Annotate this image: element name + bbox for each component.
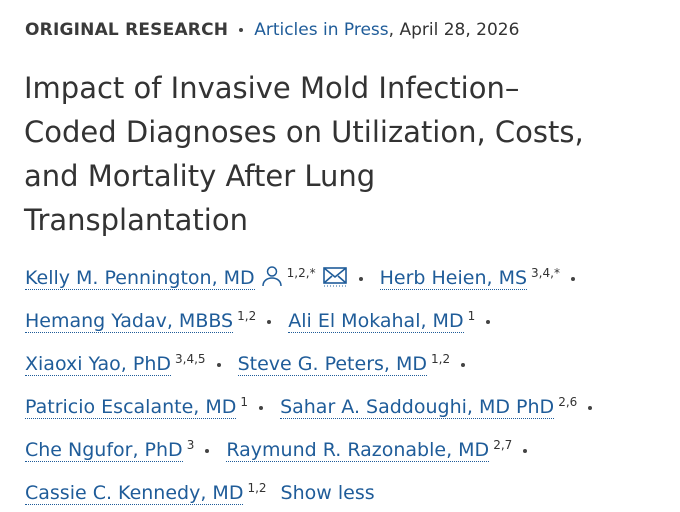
separator-dot	[523, 448, 528, 453]
author: Xiaoxi Yao, PhD 3,4,5	[25, 352, 232, 376]
separator-dot	[588, 405, 593, 410]
author-name[interactable]: Sahar A. Saddoughi, MD PhD	[280, 396, 555, 419]
author: Kelly M. Pennington, MD 1,2,*	[25, 265, 374, 290]
separator-dot	[461, 362, 466, 367]
affiliation: 2,7	[493, 438, 513, 452]
author: Herb Heien, MS 3,4,*	[379, 266, 586, 290]
author-name[interactable]: Xiaoxi Yao, PhD	[25, 353, 172, 376]
author-name[interactable]: Patricio Escalante, MD	[25, 396, 237, 419]
section-label: ORIGINAL RESEARCH	[25, 20, 229, 40]
affiliation: 3,4,5	[175, 352, 206, 366]
affiliation: 1,2	[431, 352, 451, 366]
profile-icon[interactable]	[261, 265, 283, 287]
separator-dot	[358, 276, 363, 281]
article-header: ORIGINAL RESEARCH Articles in Press, Apri…	[25, 20, 519, 40]
affiliation: 1	[240, 395, 249, 409]
affiliation: 3	[186, 438, 195, 452]
email-icon[interactable]	[322, 265, 348, 287]
author-name[interactable]: Cassie C. Kennedy, MD	[25, 482, 244, 505]
separator-dot	[486, 319, 491, 324]
title-line: and Mortality After Lung	[24, 159, 376, 193]
issue-link[interactable]: Articles in Press	[254, 20, 389, 40]
author: Steve G. Peters, MD 1,2	[237, 352, 477, 376]
affiliation: 3,4,*	[531, 266, 560, 280]
author: Patricio Escalante, MD 1	[25, 395, 274, 419]
author-name[interactable]: Herb Heien, MS	[379, 267, 528, 290]
title-line: Coded Diagnoses on Utilization, Costs,	[24, 115, 584, 149]
date: April 28, 2026	[399, 20, 520, 40]
title-line: Impact of Invasive Mold Infection–	[24, 71, 520, 105]
article-title: Impact of Invasive Mold Infection– Coded …	[24, 66, 584, 242]
separator-dot	[570, 276, 575, 281]
affiliation: 1	[467, 309, 476, 323]
author-name[interactable]: Raymund R. Razonable, MD	[226, 439, 490, 462]
show-less-toggle[interactable]: Show less	[280, 482, 375, 504]
author-name[interactable]: Steve G. Peters, MD	[237, 353, 428, 376]
author-name[interactable]: Hemang Yadav, MBBS	[25, 310, 234, 333]
author-name[interactable]: Kelly M. Pennington, MD	[25, 267, 255, 290]
date-separator: ,	[388, 20, 395, 40]
separator-dot	[216, 362, 221, 367]
author: Raymund R. Razonable, MD 2,7	[226, 438, 538, 462]
affiliation: 1,2	[247, 481, 267, 495]
author: Hemang Yadav, MBBS 1,2	[25, 309, 282, 333]
separator-dot	[239, 28, 244, 32]
affiliation: 1,2	[237, 309, 257, 323]
author: Cassie C. Kennedy, MD 1,2	[25, 481, 267, 505]
author-name[interactable]: Ali El Mokahal, MD	[288, 310, 464, 333]
author-list: Kelly M. Pennington, MD 1,2,* Herb Heien,…	[25, 254, 655, 512]
affiliation: 1,2,*	[286, 266, 316, 280]
author: Sahar A. Saddoughi, MD PhD 2,6	[280, 395, 603, 419]
author: Ali El Mokahal, MD 1	[288, 309, 501, 333]
title-line: Transplantation	[24, 203, 248, 237]
separator-dot	[205, 448, 210, 453]
separator-dot	[259, 405, 264, 410]
author-name[interactable]: Che Ngufor, PhD	[25, 439, 183, 462]
affiliation: 2,6	[558, 395, 578, 409]
author: Che Ngufor, PhD 3	[25, 438, 220, 462]
separator-dot	[267, 319, 272, 324]
